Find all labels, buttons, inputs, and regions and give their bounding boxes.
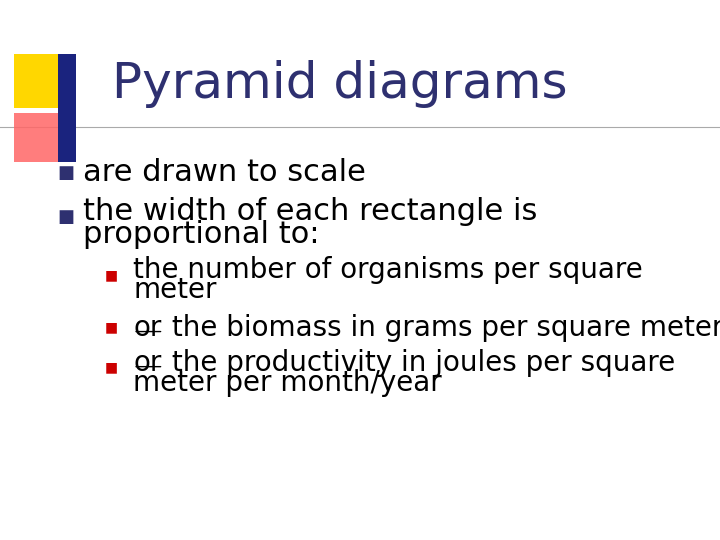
Text: Pyramid diagrams: Pyramid diagrams (112, 60, 567, 107)
Text: meter: meter (133, 276, 217, 304)
FancyBboxPatch shape (14, 54, 65, 108)
Text: ■: ■ (58, 164, 75, 182)
Text: the width of each rectangle is: the width of each rectangle is (83, 197, 537, 226)
Text: ■: ■ (104, 360, 117, 374)
FancyBboxPatch shape (14, 113, 65, 162)
Text: ■: ■ (58, 208, 75, 226)
Text: or: or (133, 314, 161, 342)
Text: ■: ■ (104, 268, 117, 282)
Text: ■: ■ (104, 321, 117, 335)
Text: are drawn to scale: are drawn to scale (83, 158, 366, 187)
FancyBboxPatch shape (58, 54, 76, 162)
Text: the biomass in grams per square meter: the biomass in grams per square meter (163, 314, 720, 342)
Text: the number of organisms per square: the number of organisms per square (133, 256, 643, 284)
Text: the productivity in joules per square: the productivity in joules per square (163, 349, 675, 377)
Text: meter per month/year: meter per month/year (133, 369, 442, 397)
Text: or: or (133, 349, 161, 377)
Text: proportional to:: proportional to: (83, 220, 319, 249)
